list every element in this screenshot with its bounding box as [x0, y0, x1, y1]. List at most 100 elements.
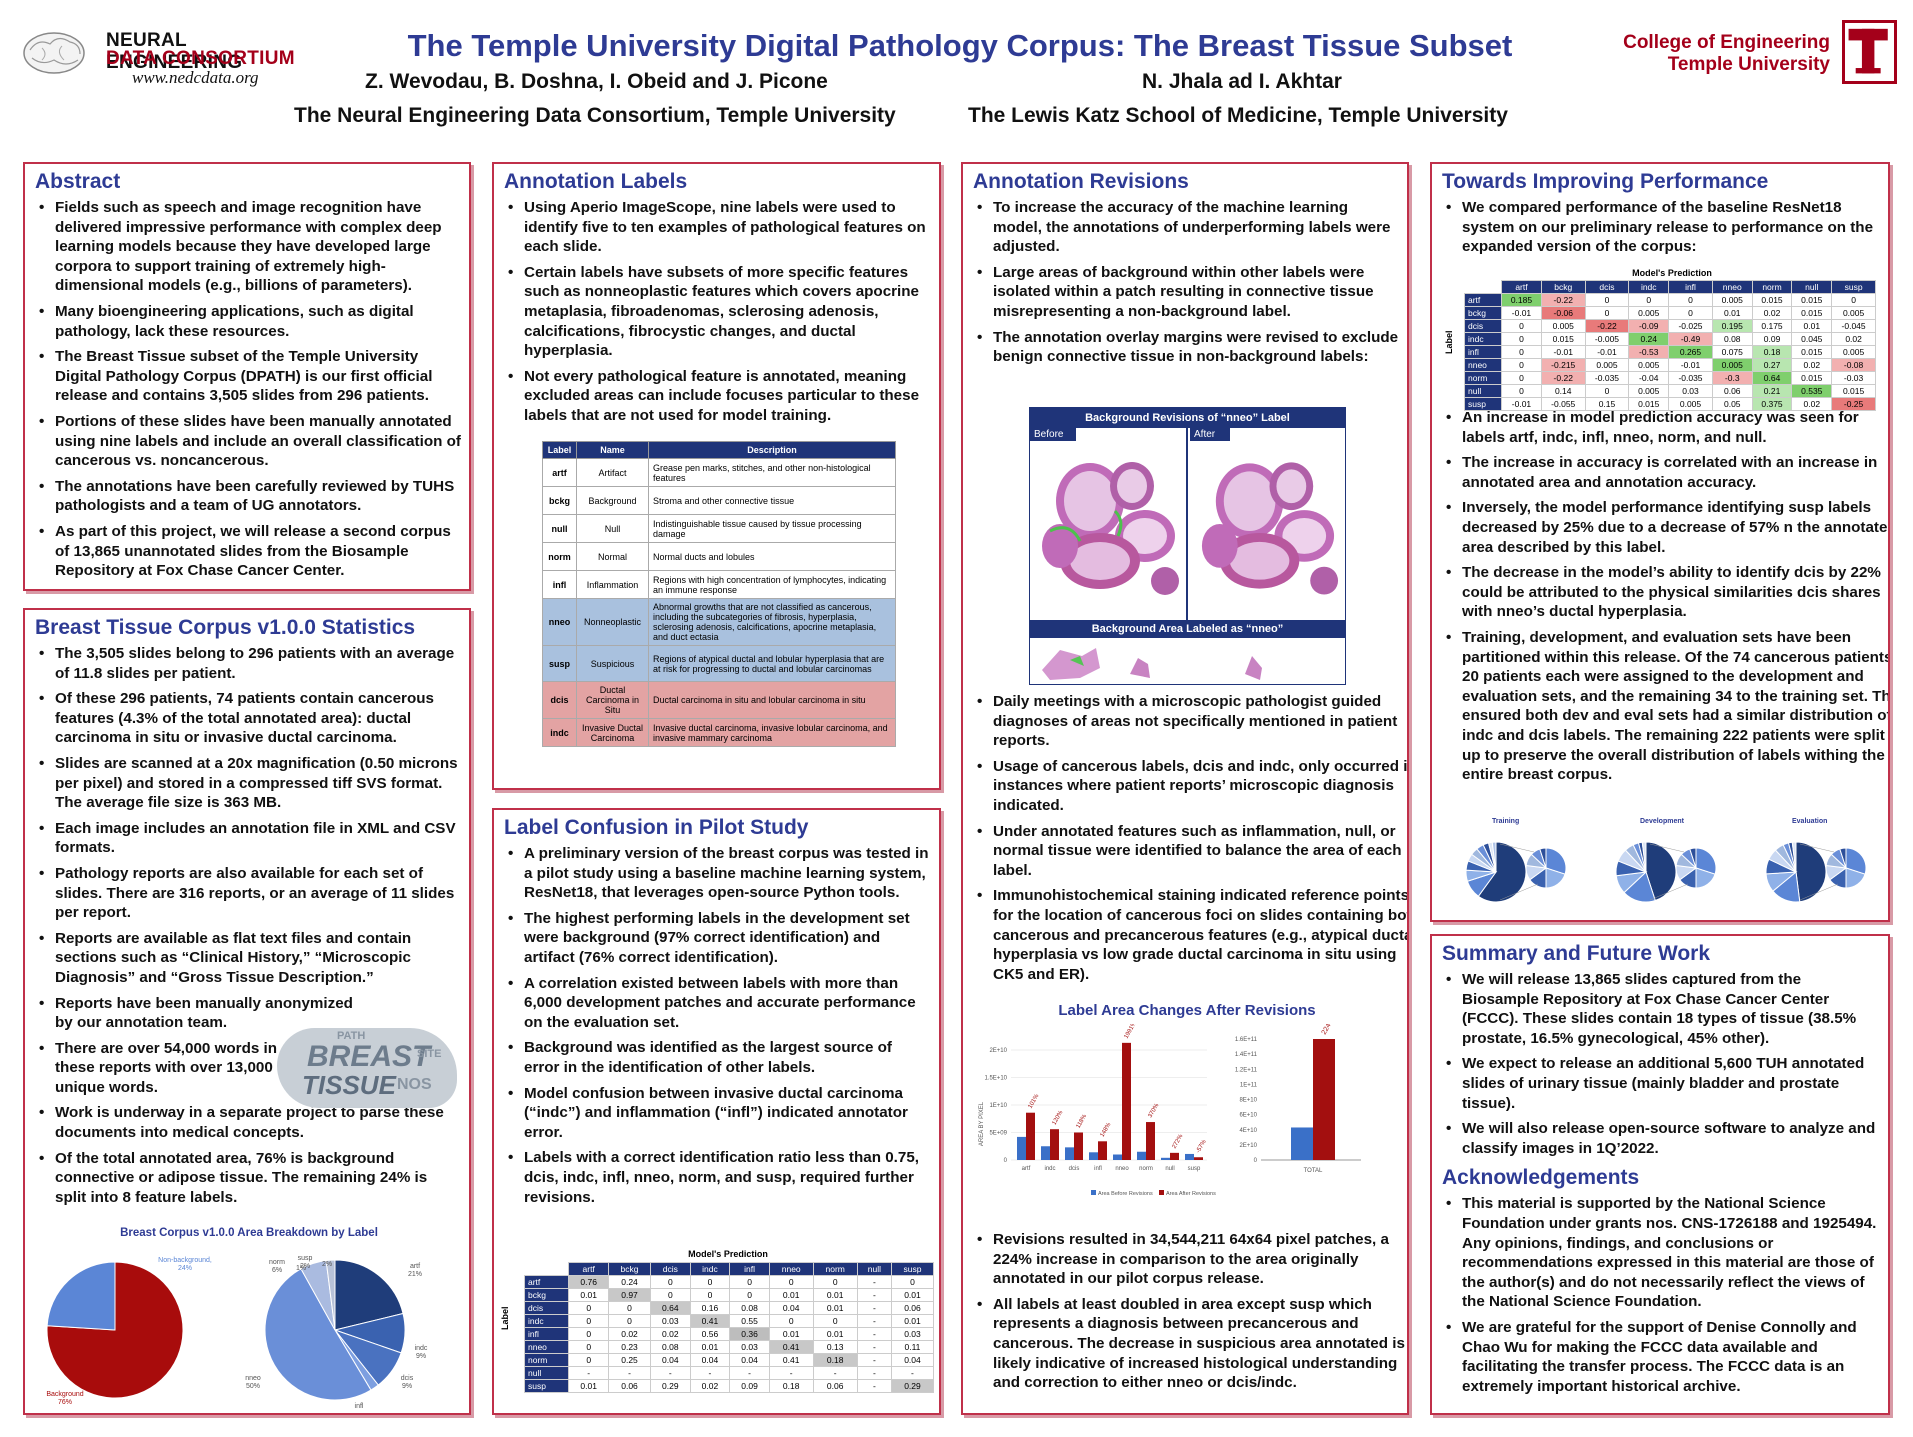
matrix-cell: -0.22 — [1540, 293, 1586, 307]
matrix-row: infl 0 -0.01 -0.01 -0.53 0.265 0.075 0.18 0.015 0… — [1463, 345, 1876, 359]
improving-performance-section: Towards Improving Performance We compare… — [1430, 162, 1890, 922]
summary-bullet: We will also release open-source softwar… — [1446, 1119, 1880, 1158]
matrix-cell: 0.41 — [768, 1353, 814, 1367]
matrix-cell: 0.06 — [812, 1379, 858, 1393]
bar-after — [1050, 1129, 1059, 1160]
legend-label: Area After Revisions — [1166, 1191, 1216, 1197]
matrix-col-header: norm — [1751, 280, 1793, 294]
matrix-cell: 0.55 — [729, 1314, 770, 1328]
matrix-cell: 0.01 — [1791, 319, 1833, 333]
tissue-after-image — [1201, 462, 1339, 595]
matrix-cell: - — [856, 1288, 892, 1302]
matrix-cell: 0 — [568, 1340, 609, 1354]
abstract-bullet: As part of this project, we will release… — [39, 522, 461, 581]
matrix-corner — [1464, 280, 1502, 294]
confusion-bullet: Model confusion between invasive ductal … — [508, 1084, 931, 1143]
table-row: null Null Indistinguishable tissue caused … — [542, 514, 896, 543]
matrix-cell: 0.18 — [768, 1379, 814, 1393]
abstract-section: Abstract Fields such as speech and image… — [23, 162, 471, 591]
matrix-cell: -0.035 — [1668, 371, 1713, 385]
pie-title-evaluation: Evaluation — [1792, 818, 1828, 825]
matrix-cell: 0.535 — [1791, 384, 1833, 398]
matrix-cell: 0.005 — [1831, 306, 1876, 320]
pie-label: norm — [269, 1259, 285, 1266]
matrix-row: susp 0.01 0.06 0.29 0.02 0.09 0.18 0.06-0.29 — [523, 1379, 935, 1393]
bar-after-total — [1313, 1039, 1335, 1160]
area-changes-chart-title: Label Area Changes After Revisions — [1058, 1002, 1316, 1019]
legend-label: Area Before Revisions — [1098, 1191, 1153, 1197]
matrix-row: artf 0.76 0.24 0 0 0 0 0-0 — [523, 1275, 935, 1289]
matrix-row-header: artf — [1463, 293, 1503, 307]
matrix-cell: 0.18 — [1751, 345, 1793, 359]
matrix-row: artf 0.185 -0.22 0 0 0 0.005 0.015 0.015 0 — [1463, 293, 1876, 307]
pie-title-training: Training — [1492, 818, 1520, 825]
matrix-cell: 0.02 — [689, 1379, 731, 1393]
matrix-cell: 0.01 — [689, 1340, 731, 1354]
data-label: 118% — [1076, 1113, 1089, 1129]
table-cell-desc: Stroma and other connective tissue — [648, 486, 896, 515]
y-axis-label: AREA BY PIXEL — [979, 1101, 985, 1146]
stat-bullet: The 3,505 slides belong to 296 patients … — [39, 644, 461, 683]
matrix-cell: 0.02 — [1791, 358, 1833, 372]
bar-before — [1185, 1153, 1194, 1160]
matrix-col-header: susp — [890, 1262, 935, 1276]
matrix-cell: 0.02 — [650, 1327, 691, 1341]
matrix-col-header: bckg — [607, 1262, 652, 1276]
matrix-cell: - — [890, 1366, 935, 1380]
label-bullet: Using Aperio ImageScope, nine labels wer… — [508, 198, 931, 257]
stat-bullet: Each image includes an annotation file i… — [39, 819, 461, 858]
matrix-cell: 0.09 — [1751, 332, 1793, 346]
matrix-cell: 0.005 — [1584, 358, 1630, 372]
matrix-cell: 0.01 — [768, 1288, 814, 1302]
matrix-cell: 0 — [1668, 306, 1713, 320]
matrix-cell: 0 — [568, 1327, 609, 1341]
matrix-cell: 0.02 — [607, 1327, 652, 1341]
abstract-bullet: The Breast Tissue subset of the Temple U… — [39, 347, 461, 406]
label-pie-slice — [264, 1268, 372, 1401]
matrix-cell: 0.03 — [729, 1340, 770, 1354]
statistics-section: Breast Tissue Corpus v1.0.0 Statistics T… — [23, 608, 471, 1415]
table-cell-desc: Normal ducts and lobules — [648, 542, 896, 571]
stat-bullet: Reports are available as flat text files… — [39, 929, 461, 988]
table-cell-desc: Grease pen marks, stitches, and other no… — [648, 458, 896, 487]
matrix-cell: 0.01 — [1711, 306, 1753, 320]
data-label: 224% — [1321, 1024, 1336, 1036]
matrix-cell: 0.08 — [1711, 332, 1753, 346]
split-pie-main-slice — [1477, 841, 1527, 903]
stat-bullet: Pathology reports are also available for… — [39, 864, 461, 923]
x-tick-label: infl — [1094, 1166, 1102, 1172]
abstract-title: Abstract — [35, 170, 121, 193]
confusion-bullet: A correlation existed between labels wit… — [508, 974, 931, 1033]
matrix-corner — [524, 1262, 569, 1276]
before-panel: Before — [1030, 428, 1188, 620]
y-tick-label: 2E+10 — [1239, 1143, 1257, 1149]
x-tick-label: indc — [1044, 1166, 1055, 1172]
performance-bullet: The decrease in the model’s ability to i… — [1446, 563, 1888, 622]
matrix-cell: 0.015 — [1791, 293, 1833, 307]
matrix-row-header: infl — [1463, 345, 1503, 359]
matrix-cell: -0.04 — [1628, 371, 1670, 385]
matrix-cell: 0.01 — [890, 1314, 935, 1328]
label-pie-slice — [325, 1259, 336, 1331]
matrix-cell: 0.29 — [890, 1379, 935, 1393]
x-tick-label: null — [1165, 1166, 1174, 1172]
performance-bullet: Training, development, and evaluation se… — [1446, 628, 1888, 785]
x-tick-label: nneo — [1115, 1166, 1129, 1172]
matrix-cell: 0.005 — [1628, 358, 1670, 372]
matrix-cell: -0.06 — [1540, 306, 1586, 320]
after-label: After — [1190, 428, 1230, 441]
matrix-row-header: infl — [523, 1327, 570, 1341]
word-cloud-word: NOS — [397, 1076, 432, 1093]
matrix-cell: - — [768, 1366, 814, 1380]
bar-before-total — [1291, 1127, 1313, 1160]
split-pie-sub-slice — [1545, 847, 1567, 875]
matrix-cell: 0 — [1501, 371, 1542, 385]
table-header-label: Label — [542, 441, 577, 459]
performance-bullet: An increase in model prediction accuracy… — [1446, 408, 1888, 447]
acknowledgements-list: This material is supported by the Nation… — [1446, 1194, 1880, 1396]
logo-line-2: DATA CONSORTIUM — [106, 48, 295, 69]
matrix-row-header: nneo — [523, 1340, 570, 1354]
confusion-bullet: The highest performing labels in the dev… — [508, 909, 931, 968]
matrix-cell: 0.01 — [768, 1327, 814, 1341]
data-label: 120% — [1052, 1109, 1065, 1126]
